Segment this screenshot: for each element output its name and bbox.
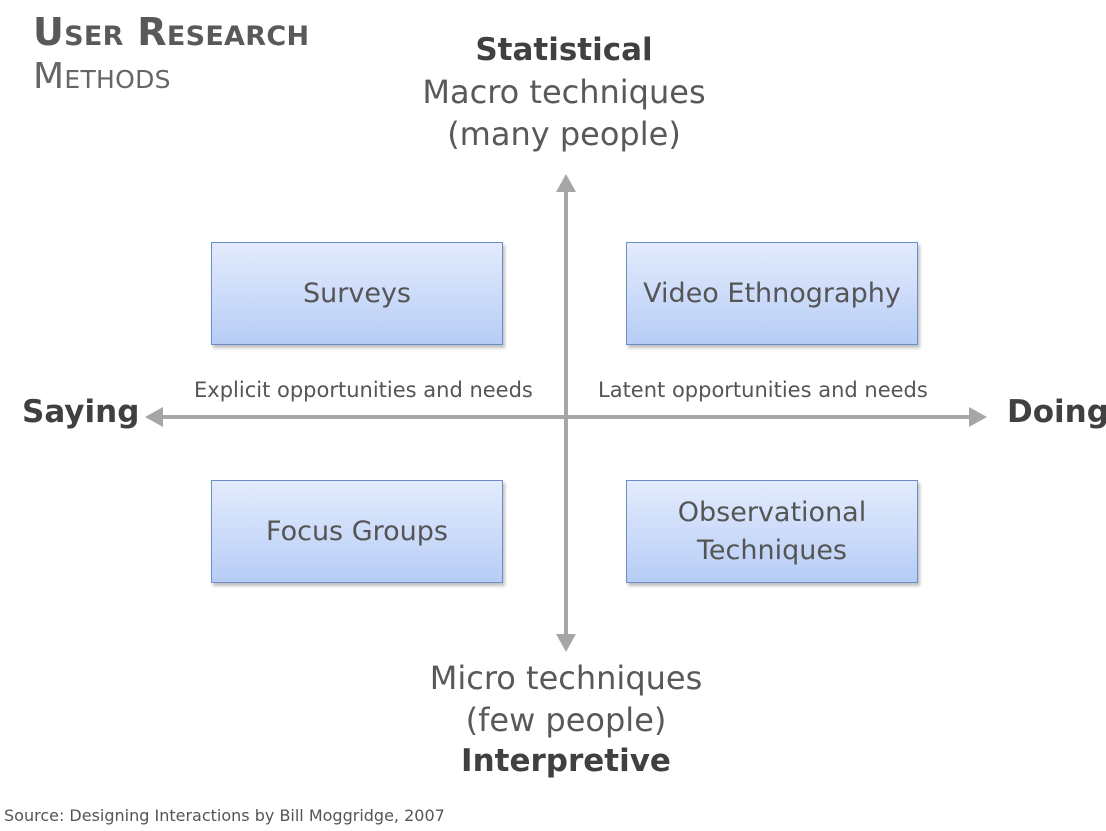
video-ethnography-box: Video Ethnography	[626, 242, 918, 345]
up-arrowhead	[556, 174, 576, 192]
latent-caption: Latent opportunities and needs	[598, 378, 928, 402]
left-arrowhead	[145, 407, 163, 427]
source-citation: Source: Designing Interactions by Bill M…	[4, 806, 445, 825]
top-axis-line1: Macro techniques	[422, 73, 706, 111]
surveys-label: Surveys	[303, 277, 411, 309]
explicit-caption: Explicit opportunities and needs	[194, 378, 533, 402]
observational-label-line1: Observational	[677, 496, 867, 528]
bottom-axis-line1: Micro techniques	[429, 659, 703, 697]
bottom-axis-heading: Interpretive	[461, 743, 671, 779]
bottom-axis-line2: (few people)	[465, 701, 667, 739]
doing-label: Doing	[1007, 394, 1106, 430]
down-arrowhead	[556, 634, 576, 652]
focus-groups-label: Focus Groups	[266, 515, 448, 547]
observational-techniques-box: Observational Techniques	[626, 480, 918, 583]
observational-label-line2: Techniques	[696, 534, 848, 566]
page-title: User Research	[33, 10, 310, 54]
page-subtitle: Methods	[33, 56, 171, 97]
surveys-box: Surveys	[211, 242, 503, 345]
top-axis-line2: (many people)	[447, 115, 681, 153]
focus-groups-box: Focus Groups	[211, 480, 503, 583]
video-ethnography-label: Video Ethnography	[643, 277, 901, 309]
top-axis-heading: Statistical	[475, 32, 653, 68]
right-arrowhead	[969, 407, 987, 427]
saying-label: Saying	[22, 394, 140, 430]
